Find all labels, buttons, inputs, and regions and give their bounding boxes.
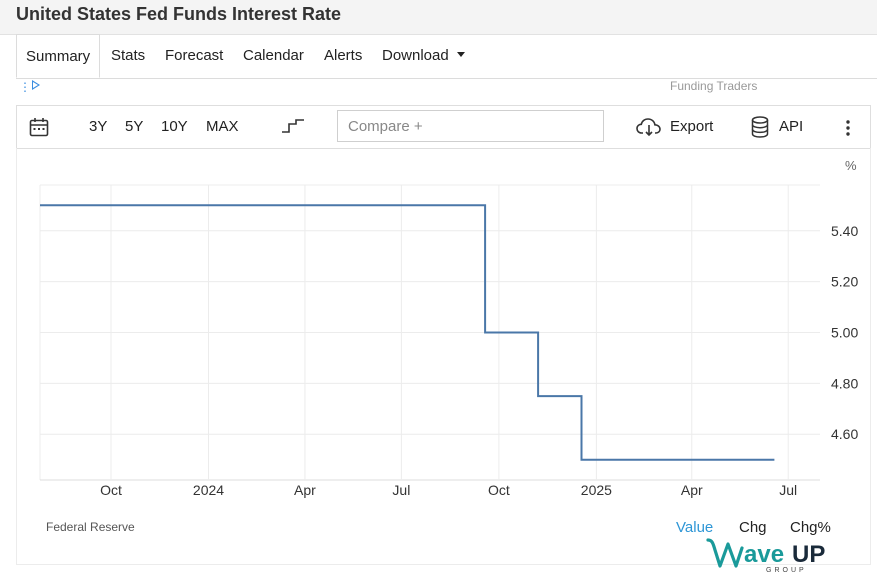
title-bar: United States Fed Funds Interest Rate [0, 0, 877, 35]
source-label[interactable]: Federal Reserve [46, 520, 135, 534]
tab-download[interactable]: Download [382, 34, 465, 78]
tab-alerts-label: Alerts [324, 47, 363, 64]
chart-svg: 5.40 5.20 5.00 4.80 4.60% Oct 2024 Apr Jul Oct 202… [39, 158, 858, 498]
calendar-icon[interactable] [29, 117, 49, 137]
cloud-download-icon[interactable] [636, 117, 662, 137]
range-10y[interactable]: 10Y [161, 118, 188, 135]
range-max[interactable]: MAX [206, 118, 239, 135]
x-tick-label: Oct [488, 482, 510, 498]
y-unit-label: % [845, 158, 857, 173]
chevron-down-icon [456, 51, 465, 57]
ad-options-icon[interactable]: ⋮ [19, 80, 31, 94]
tab-alerts[interactable]: Alerts [324, 34, 362, 78]
x-tick-label: 2025 [581, 482, 612, 498]
ad-text[interactable]: Funding Traders [670, 79, 758, 93]
step-chart-icon[interactable] [281, 118, 305, 134]
y-tick-label: 5.20 [831, 274, 858, 290]
range-3y[interactable]: 3Y [89, 118, 108, 135]
more-vertical-icon[interactable] [845, 120, 851, 136]
y-tick-label: 4.60 [831, 426, 858, 442]
tab-calendar[interactable]: Calendar [243, 34, 304, 78]
tab-stats-label: Stats [111, 47, 146, 64]
x-tick-label: Apr [294, 482, 316, 498]
range-5y[interactable]: 5Y [125, 118, 144, 135]
chart-series [40, 204, 775, 461]
logo-text-up: UP [792, 541, 825, 568]
api-button[interactable]: API [779, 118, 804, 135]
x-tick-label: Jul [392, 482, 410, 498]
tab-forecast-label: Forecast [165, 47, 224, 64]
y-tick-label: 5.40 [831, 223, 858, 239]
x-tick-label: Apr [681, 482, 703, 498]
value-tab[interactable]: Value [676, 519, 714, 536]
chart-axes: 5.40 5.20 5.00 4.80 4.60% Oct 2024 Apr Jul Oct 202… [100, 158, 858, 498]
tab-forecast[interactable]: Forecast [165, 34, 223, 78]
chart-container [16, 148, 871, 565]
x-tick-label: Oct [100, 482, 122, 498]
chgpct-tab[interactable]: Chg% [790, 519, 831, 536]
logo-text-wave: ave [744, 541, 784, 568]
database-icon[interactable] [751, 116, 769, 138]
tab-summary[interactable]: Summary [16, 34, 101, 78]
tab-bar: Summary Stats Forecast Calendar Alerts D… [16, 34, 877, 79]
x-tick-label: Jul [779, 482, 797, 498]
page-title: United States Fed Funds Interest Rate [16, 4, 342, 24]
y-tick-label: 4.80 [831, 375, 858, 391]
compare-input[interactable] [337, 110, 604, 142]
chart-toolbar: 3Y 5Y 10Y MAX Export API [16, 105, 871, 149]
ad-choices-icon[interactable] [32, 80, 40, 90]
export-button[interactable]: Export [670, 118, 714, 135]
chg-tab[interactable]: Chg [739, 519, 767, 536]
tab-stats[interactable]: Stats [111, 34, 145, 78]
tab-download-label: Download [382, 47, 449, 64]
waveup-logo: ave UP GROUP [706, 538, 825, 574]
tab-calendar-label: Calendar [243, 47, 304, 64]
logo-subtext: GROUP [766, 567, 807, 574]
tab-summary-label: Summary [26, 48, 91, 65]
x-tick-label: 2024 [193, 482, 224, 498]
chart-grid [39, 184, 820, 481]
series-line [40, 204, 775, 461]
y-tick-label: 5.00 [831, 325, 858, 341]
